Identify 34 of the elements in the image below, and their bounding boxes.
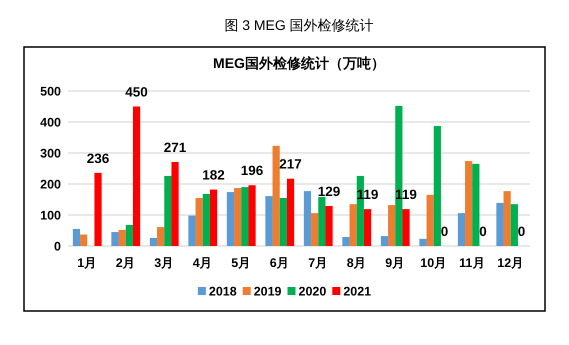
x-tick-label: 12月 (497, 256, 524, 270)
y-tick-label: 200 (40, 178, 61, 192)
y-tick-label: 300 (40, 146, 61, 160)
data-label: 0 (479, 224, 487, 239)
x-tick-label: 4月 (192, 256, 213, 270)
y-tick-label: 100 (40, 208, 61, 222)
x-tick-label: 7月 (308, 256, 328, 270)
title: 图 3 MEG 国外检修统计 (224, 17, 374, 33)
data-label: 129 (318, 184, 340, 199)
data-label: 271 (164, 140, 186, 155)
data-label: 0 (440, 224, 448, 239)
x-tick-label: 10月 (420, 256, 448, 270)
legend-label: 2019 (254, 284, 282, 298)
data-label: 182 (202, 168, 225, 183)
subtitle: MEG国外检修统计（万吨） (213, 55, 385, 71)
legend-label: 2021 (343, 284, 372, 298)
x-tick-label: 9月 (385, 256, 406, 270)
data-label: 196 (240, 163, 264, 178)
y-tick-label: 400 (40, 116, 61, 130)
legend-label: 2018 (208, 284, 237, 298)
y-tick-label: 0 (54, 240, 61, 254)
x-tick-label: 2月 (116, 256, 136, 270)
x-tick-label: 5月 (231, 256, 252, 270)
x-tick-label: 1月 (77, 256, 98, 270)
x-tick-label: 3月 (154, 256, 174, 270)
data-label: 236 (86, 150, 110, 166)
data-label: 217 (279, 156, 302, 172)
legend-label: 2020 (298, 284, 326, 298)
y-tick-label: 500 (40, 84, 61, 98)
x-tick-label: 6月 (270, 256, 290, 270)
x-tick-label: 8月 (346, 256, 367, 270)
data-label: 450 (125, 84, 148, 100)
x-tick-label: 11月 (459, 256, 486, 270)
data-label: 0 (518, 224, 526, 239)
